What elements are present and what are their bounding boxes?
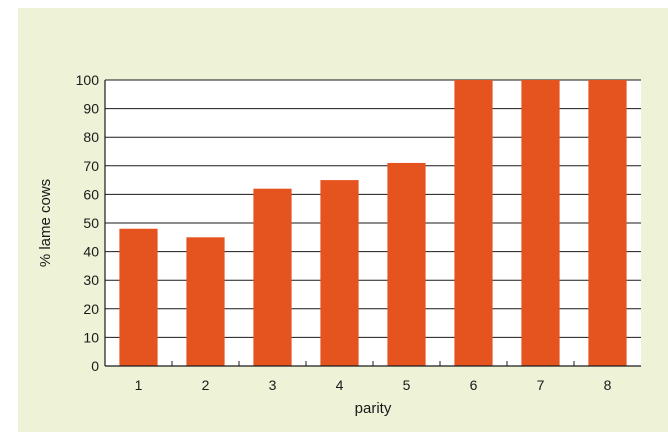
bar-parity-3 bbox=[253, 188, 292, 366]
y-tick-label-100: 100 bbox=[76, 72, 100, 88]
y-tick-label-80: 80 bbox=[83, 129, 99, 145]
y-tick-label-90: 90 bbox=[83, 101, 99, 117]
x-axis-title: parity bbox=[355, 400, 392, 417]
bar-parity-5 bbox=[387, 162, 426, 366]
y-tick-label-20: 20 bbox=[83, 301, 99, 317]
y-tick-label-70: 70 bbox=[83, 158, 99, 174]
bar-chart: 0 10 20 30 40 50 60 70 80 90 100 1 2 3 4 5 6 7 8 parity %… bbox=[37, 72, 641, 417]
y-tick-label-50: 50 bbox=[83, 215, 99, 231]
y-tick-label-30: 30 bbox=[83, 272, 99, 288]
x-tick-label-7: 7 bbox=[537, 377, 545, 393]
bar-parity-7 bbox=[521, 80, 560, 366]
y-axis-title: % lame cows bbox=[37, 179, 54, 267]
y-axis-tick-labels: 0 10 20 30 40 50 60 70 80 90 100 bbox=[76, 72, 100, 374]
x-tick-label-3: 3 bbox=[269, 377, 277, 393]
bar-parity-6 bbox=[454, 80, 493, 366]
x-tick-label-5: 5 bbox=[403, 377, 411, 393]
x-tick-label-8: 8 bbox=[604, 377, 612, 393]
chart-panel: 0 10 20 30 40 50 60 70 80 90 100 1 2 3 4 5 6 7 8 parity %… bbox=[18, 8, 668, 432]
y-tick-label-40: 40 bbox=[83, 244, 99, 260]
bar-parity-1 bbox=[119, 228, 158, 366]
y-tick-label-60: 60 bbox=[83, 186, 99, 202]
x-tick-label-1: 1 bbox=[135, 377, 143, 393]
x-axis-ticks bbox=[171, 361, 575, 366]
x-tick-label-6: 6 bbox=[470, 377, 478, 393]
x-tick-label-2: 2 bbox=[202, 377, 210, 393]
x-axis-tick-labels: 1 2 3 4 5 6 7 8 bbox=[135, 377, 612, 393]
y-tick-label-10: 10 bbox=[83, 329, 99, 345]
y-tick-label-0: 0 bbox=[91, 358, 99, 374]
bars bbox=[119, 80, 627, 366]
bar-parity-2 bbox=[186, 237, 225, 366]
x-tick-label-4: 4 bbox=[336, 377, 344, 393]
bar-parity-4 bbox=[320, 180, 359, 366]
bar-parity-8 bbox=[588, 80, 627, 366]
